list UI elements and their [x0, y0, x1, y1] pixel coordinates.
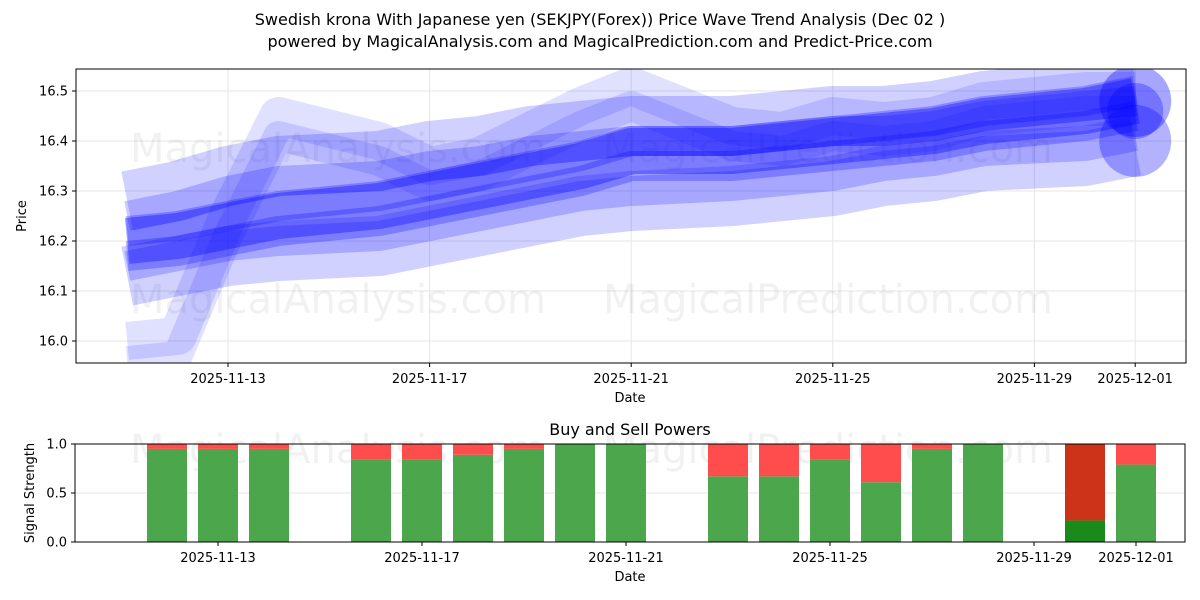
buy-bar — [453, 454, 493, 542]
y-tick-label: 16.2 — [39, 235, 68, 250]
x-tick-label: 2025-11-17 — [384, 551, 460, 566]
sell-bar — [1065, 444, 1105, 521]
sell-bar — [810, 444, 850, 460]
sell-bar — [504, 444, 544, 449]
watermark: MagicalAnalysis.com — [130, 126, 546, 172]
x-tick-label: 2025-12-01 — [1098, 551, 1174, 566]
x-tick-label: 2025-11-21 — [593, 372, 669, 387]
buy-sell-title: Buy and Sell Powers — [549, 420, 711, 439]
sell-bar — [912, 444, 952, 449]
x-tick-label: 2025-12-01 — [1097, 372, 1173, 387]
y-tick-label: 16.4 — [39, 135, 68, 150]
y-axis-label: Price — [15, 200, 30, 232]
buy-bar — [504, 448, 544, 542]
y-tick-label: 0.0 — [46, 536, 67, 551]
y-tick-label: 16.1 — [39, 285, 68, 300]
sell-bar — [708, 444, 748, 477]
sell-bar — [198, 444, 238, 449]
buy-bar — [912, 448, 952, 542]
x-tick-label: 2025-11-25 — [792, 551, 868, 566]
buy-bar — [249, 448, 289, 542]
y-tick-label: 16.5 — [39, 85, 68, 100]
buy-bar — [402, 459, 442, 542]
x-tick-label: 2025-11-25 — [795, 372, 871, 387]
watermark: MagicalAnalysis.com — [130, 277, 546, 323]
sell-bar — [1116, 444, 1156, 465]
buy-bar — [861, 482, 901, 542]
sell-bar — [402, 444, 442, 460]
x-tick-label: 2025-11-29 — [997, 372, 1073, 387]
price-wave-bands — [121, 69, 1172, 363]
x-axis-label: Date — [614, 391, 645, 406]
y-tick-label: 16.0 — [39, 335, 68, 350]
watermark: MagicalPrediction.com — [603, 277, 1053, 323]
watermark: MagicalPrediction.com — [603, 126, 1053, 172]
chart-title: Swedish krona With Japanese yen (SEKJPY(… — [254, 10, 946, 29]
buy-bar — [1065, 520, 1105, 542]
buy-bar — [606, 444, 646, 542]
buy-bar — [147, 448, 187, 542]
sell-bar — [453, 444, 493, 455]
x-axis-label: Date — [614, 570, 645, 585]
x-tick-label: 2025-11-21 — [588, 551, 664, 566]
sell-bar — [759, 444, 799, 477]
buy-bar — [963, 444, 1003, 542]
buy-bar — [759, 476, 799, 542]
x-tick-label: 2025-11-13 — [190, 372, 266, 387]
buy-bar — [351, 459, 391, 542]
x-tick-label: 2025-11-13 — [180, 551, 256, 566]
sell-bar — [147, 444, 187, 449]
buy-bar — [810, 459, 850, 542]
y-tick-label: 16.3 — [39, 185, 68, 200]
chart-subtitle: powered by MagicalAnalysis.com and Magic… — [267, 32, 933, 51]
buy-bar — [708, 476, 748, 542]
sell-bar — [249, 444, 289, 449]
buy-bar — [1116, 464, 1156, 542]
y-axis-label: Signal Strength — [23, 443, 38, 543]
y-tick-label: 1.0 — [46, 438, 67, 453]
sell-bar — [351, 444, 391, 460]
sell-bar — [861, 444, 901, 483]
x-tick-label: 2025-11-17 — [392, 372, 468, 387]
x-tick-label: 2025-11-29 — [996, 551, 1072, 566]
buy-bar — [555, 444, 595, 542]
y-tick-label: 0.5 — [46, 487, 67, 502]
buy-bar — [198, 448, 238, 542]
